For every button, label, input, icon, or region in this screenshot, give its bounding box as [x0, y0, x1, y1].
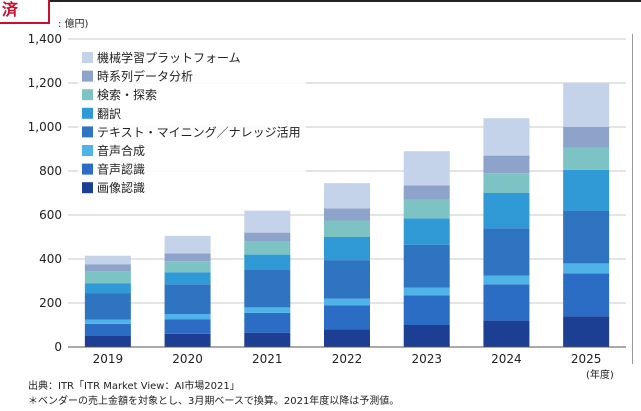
- plot-panel-border: [33, 34, 633, 364]
- legend-label: 時系列データ分析: [97, 69, 193, 84]
- bar-segment: [84, 293, 131, 320]
- bar-segment: [403, 244, 450, 288]
- bar-segment: [244, 254, 291, 270]
- bar-segment: [324, 208, 370, 221]
- legend-swatch: [82, 126, 93, 138]
- bar-segment: [164, 319, 211, 334]
- legend-label: 画像認識: [97, 180, 145, 195]
- bar-segment: [324, 329, 370, 347]
- bar-segment: [324, 183, 370, 209]
- bar-segment: [164, 314, 211, 320]
- bar-segment: [563, 316, 610, 347]
- bar-segment: [324, 298, 370, 306]
- bar-segment: [244, 332, 291, 347]
- legend-label: テキスト・マイニング／ナレッジ活用: [97, 125, 301, 139]
- bar-segment: [483, 155, 530, 174]
- x-tick-label: 2024: [491, 352, 522, 366]
- x-axis-unit-label: (年度): [586, 370, 614, 381]
- bar-segment: [324, 305, 370, 330]
- x-tick-label: 2019: [93, 352, 124, 366]
- bar-segment: [403, 151, 450, 186]
- bar-segment: [84, 264, 131, 272]
- bar-segment: [403, 218, 450, 245]
- legend-label: 音声認識: [97, 162, 145, 177]
- legend-swatch: [82, 89, 93, 101]
- bar-segment: [164, 235, 211, 254]
- bar-segment: [403, 325, 450, 347]
- bar-segment: [164, 261, 211, 273]
- bar-segment: [563, 147, 610, 170]
- bar-segment: [483, 228, 530, 276]
- bar-segment: [164, 333, 211, 347]
- bar-segment: [563, 169, 610, 211]
- bar-segment: [324, 260, 370, 299]
- bar-segment: [483, 320, 530, 347]
- y-tick-label: 400: [39, 252, 62, 266]
- bar-segment: [164, 272, 211, 285]
- top-rule: [0, 0, 641, 2]
- legend-label: 音声合成: [97, 143, 145, 158]
- bar-segment: [563, 127, 610, 148]
- legend-swatch: [82, 107, 93, 119]
- bar-segment: [244, 232, 291, 242]
- bar-segment: [84, 271, 131, 284]
- y-axis-unit-label: : 億円): [58, 19, 89, 30]
- x-tick-label: 2025: [571, 352, 602, 366]
- bar-segment: [563, 273, 610, 317]
- x-tick-label: 2023: [411, 352, 442, 366]
- bar-segment: [403, 295, 450, 325]
- bar-segment: [563, 83, 610, 127]
- bar-segment: [164, 284, 211, 314]
- legend-label: 検索・探索: [97, 88, 157, 102]
- bar-segment: [84, 323, 131, 336]
- y-tick-label: 1,200: [28, 76, 62, 90]
- bar-segment: [164, 253, 211, 262]
- bar-segment: [244, 312, 291, 333]
- bar-segment: [244, 210, 291, 233]
- x-tick-label: 2022: [332, 352, 363, 366]
- bar-segment: [244, 307, 291, 313]
- y-tick-label: 600: [39, 208, 62, 222]
- bar-segment: [483, 118, 530, 156]
- bar-segment: [324, 220, 370, 237]
- legend-swatch: [82, 145, 93, 156]
- bar-segment: [244, 241, 291, 255]
- y-tick-label: 0: [54, 340, 62, 354]
- bar-segment: [483, 173, 530, 193]
- y-tick-label: 1,000: [28, 120, 62, 134]
- bar-segment: [324, 237, 370, 261]
- legend-swatch: [82, 52, 93, 63]
- bar-segment: [403, 287, 450, 296]
- bar-segment: [84, 319, 131, 324]
- legend-background: [78, 46, 306, 199]
- footnote: ＊ベンダーの売上金額を対象とし、3月期ベースで換算。2021年度以降は予測値。: [28, 396, 400, 407]
- bar-segment: [483, 275, 530, 285]
- x-tick-label: 2021: [252, 352, 283, 366]
- legend-label: 機械学習プラットフォーム: [97, 50, 241, 65]
- bar-segment: [84, 283, 131, 294]
- bar-segment: [403, 199, 450, 219]
- legend-swatch: [82, 163, 93, 175]
- bar-segment: [483, 284, 530, 321]
- y-tick-label: 200: [39, 296, 62, 310]
- bar-segment: [84, 336, 131, 347]
- legend-swatch: [82, 182, 93, 194]
- source-citation: 出典：ITR「ITR Market View：AI市場2021」: [28, 381, 240, 392]
- x-tick-label: 2020: [172, 352, 203, 366]
- corner-stamp: 済: [0, 0, 50, 24]
- bar-segment: [483, 193, 530, 229]
- legend-label: 翻訳: [97, 106, 121, 121]
- legend-swatch: [82, 70, 93, 82]
- bar-segment: [84, 255, 131, 265]
- bar-segment: [244, 270, 291, 308]
- bar-segment: [403, 185, 450, 200]
- y-tick-label: 1,400: [28, 32, 62, 46]
- bar-segment: [563, 210, 610, 264]
- y-tick-label: 800: [39, 164, 62, 178]
- bar-segment: [563, 263, 610, 274]
